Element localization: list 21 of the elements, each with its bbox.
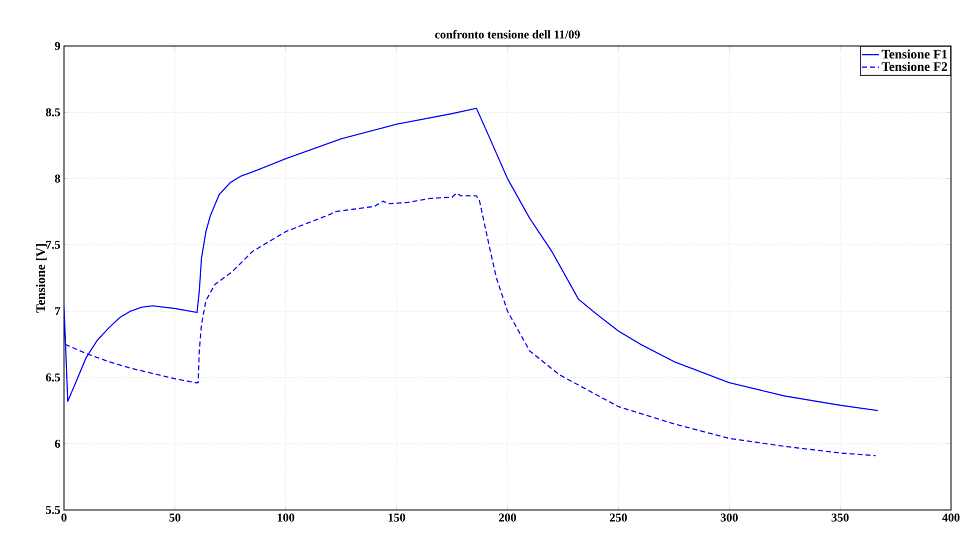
y-axis-title: Tensione [V]: [36, 244, 47, 313]
x-tick-label: 100: [278, 514, 294, 522]
x-tick-label: 150: [388, 514, 406, 522]
x-tick-label: 250: [610, 514, 627, 522]
y-tick-label: 9: [54, 42, 60, 50]
x-tick-label: 300: [720, 514, 738, 522]
y-tick-label: 8.5: [46, 108, 60, 116]
legend-label: Tensione F1: [882, 49, 947, 58]
x-tick-label: 200: [499, 514, 516, 522]
y-tick-label: 8: [54, 174, 60, 183]
chart-title: confronto tensione dell 11/09: [435, 30, 580, 38]
y-tick-label: 6.5: [46, 373, 60, 382]
legend-label: Tensione F2: [882, 62, 948, 71]
x-tick-label: 350: [832, 514, 849, 522]
y-tick-label: 6: [54, 440, 60, 448]
x-tick-label: 400: [942, 514, 960, 522]
y-tick-label: 7.5: [46, 240, 60, 249]
y-tick-label: 5.5: [46, 506, 60, 514]
x-tick-label: 50: [169, 514, 180, 522]
y-tick-label: 7: [55, 307, 60, 316]
x-tick-label: 0: [61, 514, 67, 522]
